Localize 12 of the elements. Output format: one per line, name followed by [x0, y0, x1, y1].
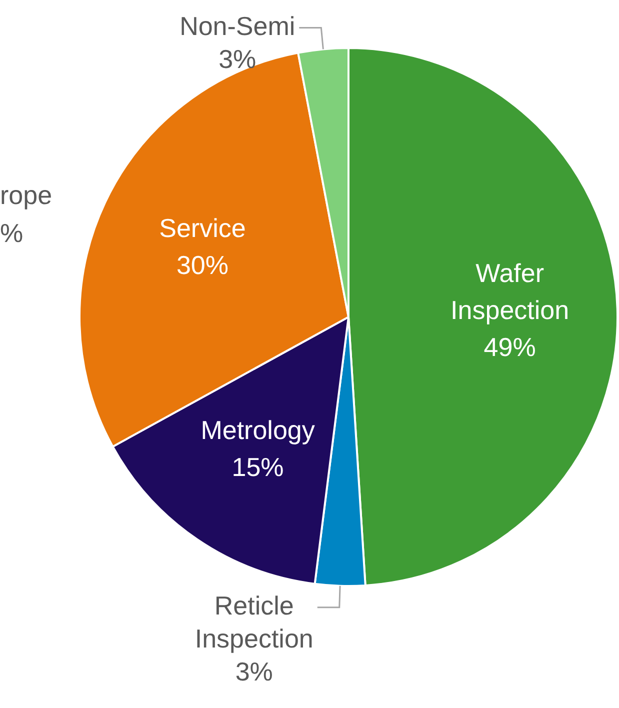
data-label: 15% [232, 452, 284, 482]
data-label: 30% [176, 250, 228, 280]
text: rope [0, 180, 52, 210]
text: % [0, 218, 24, 248]
data-label: 49% [484, 332, 536, 362]
slice-label: Reticle Inspection [194, 590, 314, 654]
data-label: 3% [235, 656, 273, 687]
slice-label: Metrology [200, 415, 315, 446]
data-label: 3% [218, 44, 256, 74]
slice-label: Service [159, 212, 246, 243]
slice-label: Wafer Inspection [450, 258, 570, 326]
slice-label: Non-Semi [180, 10, 296, 41]
